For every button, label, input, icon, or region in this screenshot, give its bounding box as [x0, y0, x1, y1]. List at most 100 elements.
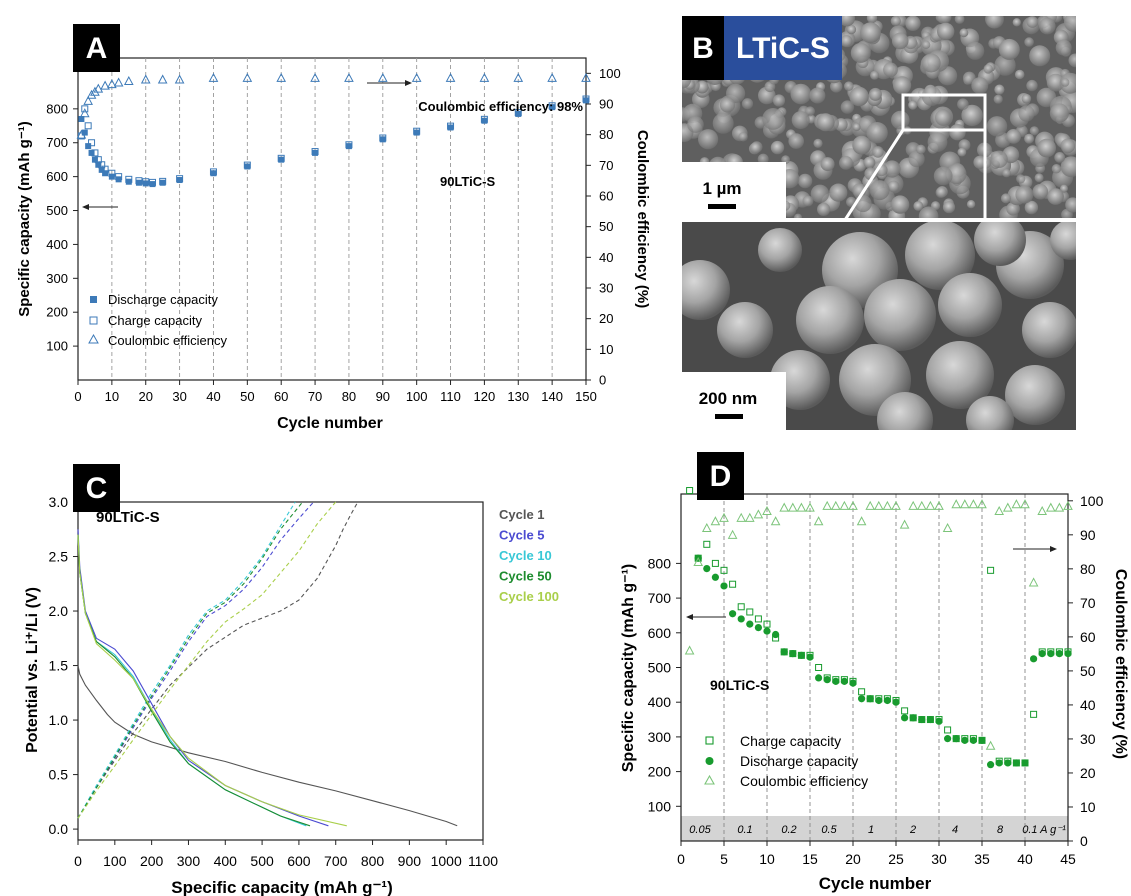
panel-d-point-charge — [763, 620, 771, 628]
panel-d-point-discharge — [815, 674, 823, 682]
panel-d-point-discharge — [832, 677, 840, 685]
sem-particle — [986, 116, 1008, 137]
panel-d-rate-label: 4 — [952, 824, 958, 836]
sem-particle — [809, 87, 826, 104]
sem-particle — [1060, 78, 1070, 87]
panel-d-point-discharge — [926, 715, 935, 724]
panel-a-point-ce — [123, 75, 134, 85]
sem-sphere — [905, 222, 975, 290]
panel-d-point-ce — [925, 500, 936, 510]
sem-sphere — [877, 392, 933, 430]
panel-d-point-ce — [1002, 502, 1013, 512]
panel-a-point-charge — [345, 141, 353, 149]
panel-c-legend-entry: Cycle 5 — [499, 528, 545, 543]
sem-sphere — [864, 279, 936, 351]
sem-particle — [816, 113, 835, 132]
panel-a-point-charge — [209, 168, 217, 176]
panel-d-point-ce — [959, 499, 970, 509]
sem-particle — [998, 38, 1020, 60]
sem-particle — [1065, 197, 1076, 213]
panel-d-point-discharge — [987, 761, 995, 769]
sem-particle — [772, 94, 786, 107]
sem-particle — [840, 100, 855, 114]
panel-d-point-charge — [1030, 710, 1038, 718]
panel-d-point-discharge — [866, 695, 874, 703]
panel-a-point-ce — [157, 74, 168, 84]
panel-d-xtick-label: 40 — [1017, 851, 1033, 867]
panel-a-ytick-label: 200 — [46, 305, 68, 320]
panel-d-point-charge — [686, 487, 694, 495]
panel-a-point-charge — [125, 175, 133, 183]
sem-particle — [887, 180, 900, 193]
panel-d-point-ce — [1011, 499, 1022, 509]
panel-a-point-charge — [101, 165, 109, 173]
sem-particle — [1060, 184, 1068, 193]
panel-d-point-charge — [944, 726, 952, 734]
panel-d-point-discharge — [737, 615, 745, 623]
panel-d-point-ce — [916, 500, 927, 510]
panel-d-xtick-label: 10 — [759, 851, 775, 867]
panel-d-point-ce — [1063, 500, 1073, 510]
panel-d-point-ce — [934, 500, 944, 510]
sem-particle — [846, 24, 857, 35]
panel-a-y2tick-label: 100 — [599, 66, 621, 81]
panel-a-legend-charge: Charge capacity — [108, 313, 202, 328]
panel-a-y-title: Specific capacity (mAh g⁻¹) — [16, 121, 33, 316]
panel-d-y2tick-label: 50 — [1080, 663, 1096, 679]
panel-a-point-charge — [91, 149, 99, 157]
panel-d-point-ce — [865, 500, 876, 510]
panel-d-point-discharge — [1012, 759, 1021, 767]
panel-d-point-ce — [1020, 499, 1030, 509]
panel-d-point-ce — [891, 500, 901, 510]
sem-particle — [891, 110, 910, 130]
panel-a-point-discharge — [345, 143, 352, 150]
panel-c-xtick-label: 200 — [140, 853, 164, 869]
sem-particle — [863, 156, 876, 169]
panel-c-letter: C — [86, 472, 108, 505]
sem-particle — [891, 32, 909, 50]
sem-particle — [788, 133, 804, 149]
panel-d-point-discharge — [961, 736, 969, 744]
sem-particle — [1026, 16, 1039, 28]
sem-particle — [1000, 193, 1011, 204]
panel-a-xtick-label: 0 — [74, 389, 81, 404]
sem-sphere — [966, 396, 1014, 430]
panel-d-label-box — [697, 452, 744, 500]
panel-a-xtick-label: 40 — [206, 389, 220, 404]
panel-a-y2tick-label: 0 — [599, 373, 606, 388]
panel-d-point-ce — [753, 509, 764, 519]
panel-a-point-discharge — [515, 110, 522, 117]
scale-label-top: 1 µm — [702, 179, 741, 198]
panel-c-legend-entry: Cycle 1 — [499, 507, 545, 522]
panel-d-point-discharge — [952, 735, 960, 743]
panel-a-sample-label: 90LTiC-S — [440, 174, 495, 189]
panel-d-point-charge — [711, 559, 719, 567]
panel-d-y2tick-label: 0 — [1080, 833, 1088, 849]
sem-particle — [908, 150, 925, 168]
legend-charge-marker — [89, 316, 98, 325]
panel-d-point-ce — [710, 516, 721, 526]
panel-d-point-ce — [805, 502, 815, 512]
panel-a-point-charge — [176, 175, 184, 183]
sem-particle — [1006, 201, 1020, 216]
sem-particle — [698, 129, 719, 150]
panel-c-discharge-curve-cycle-10 — [77, 534, 307, 827]
panel-d-point-ce — [856, 516, 867, 526]
panel-a-point-ce — [83, 95, 93, 105]
panel-d-point-discharge — [823, 676, 831, 684]
panel-a-point-ce — [377, 72, 388, 82]
panel-a-y2tick-label: 10 — [599, 342, 613, 357]
panel-d-ytick-label: 500 — [648, 660, 672, 676]
panel-b-letter: B — [692, 32, 714, 65]
panel-c-xtick-label: 800 — [361, 853, 385, 869]
sem-particle — [905, 16, 921, 31]
panel-a-point-charge — [243, 161, 251, 169]
panel-d-point-charge — [703, 540, 711, 548]
panel-d-point-discharge — [875, 696, 883, 705]
panel-d-point-ce — [1028, 577, 1039, 587]
panel-d-point-discharge — [720, 582, 728, 590]
panel-d-point-ce — [968, 499, 979, 509]
panel-d-letter: D — [710, 460, 732, 493]
sem-particle — [1015, 185, 1034, 204]
panel-c-ytick-label: 1.0 — [49, 712, 69, 728]
